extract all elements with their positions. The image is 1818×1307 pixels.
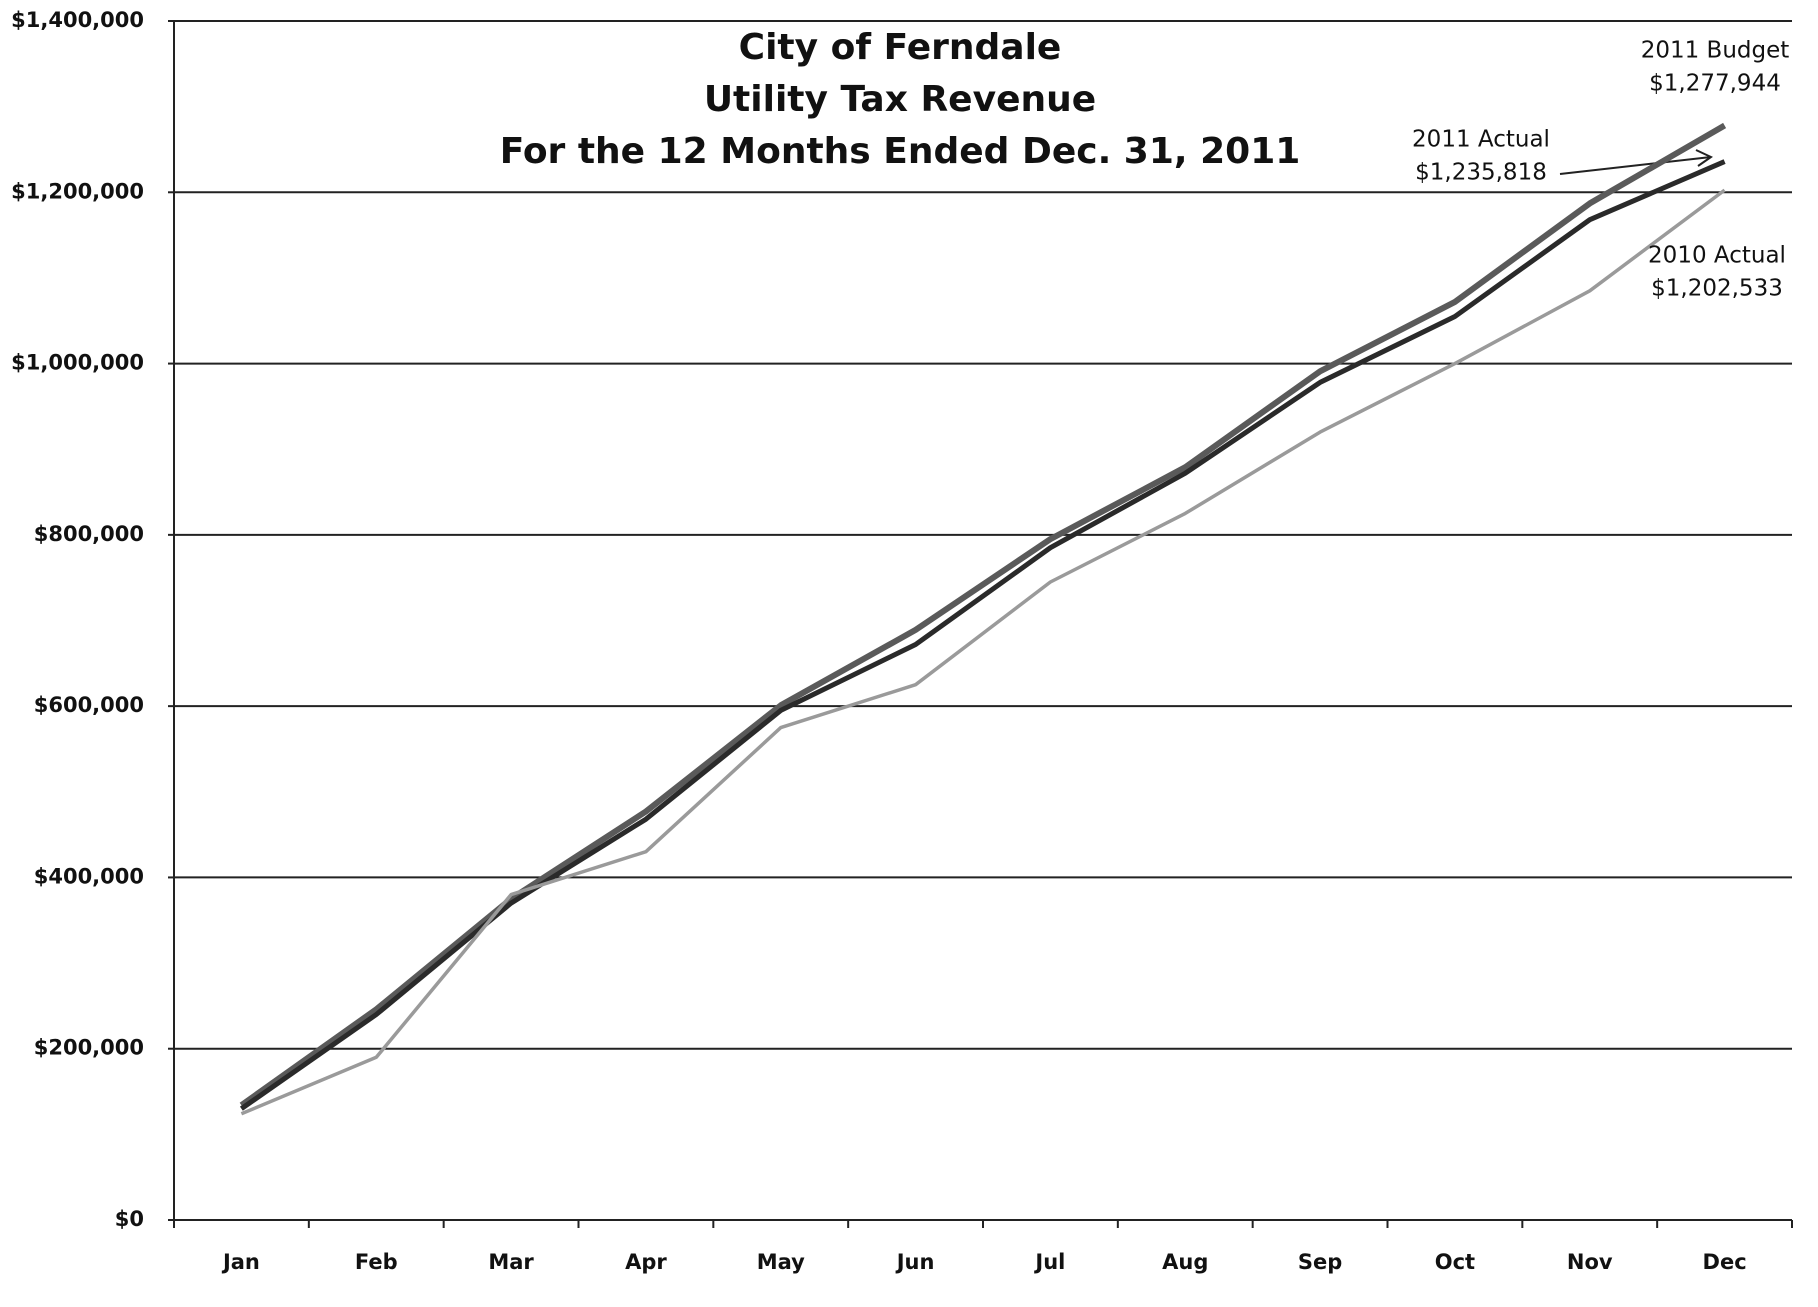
legend-label: 2011 Actual (1412, 127, 1550, 153)
chart-title: Utility Tax Revenue (704, 79, 1096, 120)
annotation-arrow (1559, 156, 1712, 175)
x-tick-label: May (757, 1250, 805, 1274)
data-label: $1,202,533 (1651, 276, 1783, 302)
x-tick-label: Nov (1567, 1250, 1613, 1274)
legend-label: 2011 Budget (1641, 38, 1790, 64)
x-tick-label: Oct (1435, 1250, 1475, 1274)
y-tick-label: $0 (115, 1207, 144, 1231)
arrow-head (1695, 149, 1714, 167)
y-tick-label: $1,200,000 (11, 179, 144, 203)
line-series (239, 122, 1727, 1108)
chart-title: City of Ferndale (739, 27, 1062, 68)
y-tick-label: $400,000 (34, 864, 144, 888)
x-tick-label: Mar (488, 1250, 534, 1274)
x-tick-label: Sep (1298, 1250, 1342, 1274)
x-tick-label: Jan (221, 1250, 260, 1274)
chart-title: For the 12 Months Ended Dec. 31, 2011 (500, 131, 1301, 172)
x-tick-label: Feb (355, 1250, 398, 1274)
x-tick-label: Apr (625, 1250, 667, 1274)
y-tick-label: $200,000 (34, 1036, 144, 1060)
x-tick-label: Dec (1703, 1250, 1747, 1274)
y-tick-label: $800,000 (34, 522, 144, 546)
data-label: $1,277,944 (1649, 71, 1781, 97)
legend-label: 2010 Actual (1648, 243, 1786, 269)
x-tick-label: Jun (895, 1250, 935, 1274)
y-tick-label: $1,400,000 (11, 8, 144, 32)
y-tick-label: $1,000,000 (11, 351, 144, 375)
line-series (240, 188, 1726, 1116)
x-tick-label: Jul (1033, 1250, 1065, 1274)
y-tick-label: $600,000 (34, 693, 144, 717)
data-label: $1,235,818 (1415, 160, 1547, 186)
x-tick-label: Aug (1162, 1250, 1208, 1274)
